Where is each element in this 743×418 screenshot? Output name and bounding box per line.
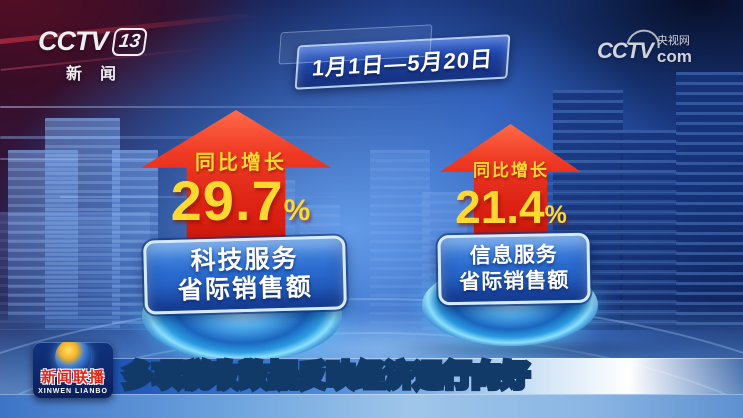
channel-number-badge: 13 xyxy=(110,27,148,56)
growth-label: 同比增长 xyxy=(473,161,549,180)
building xyxy=(676,72,743,330)
lower-third-base-strip xyxy=(0,394,743,418)
headline-text: 多项税收数据反映经济运行向好 xyxy=(124,358,530,394)
growth-value-unit: % xyxy=(283,194,312,227)
stat-group-tech-services: 同比增长 29.7% 科技服务 省际销售额 xyxy=(138,110,347,362)
program-title: 新闻联播 xyxy=(40,369,105,386)
category-line: 信息服务 xyxy=(469,242,558,268)
category-box: 信息服务 省际销售额 xyxy=(437,232,591,306)
category-line: 省际销售额 xyxy=(459,269,570,294)
category-line: 科技服务 xyxy=(190,244,299,275)
watermark-site-name: 央视网 xyxy=(656,35,690,47)
headline-banner: 多项税收数据反映经济运行向好 xyxy=(108,358,743,394)
growth-value-unit: % xyxy=(544,201,567,229)
date-range-badge: 1月1日—5月20日 xyxy=(294,34,511,90)
building xyxy=(620,130,678,330)
globe-icon xyxy=(55,342,91,375)
program-subtitle: XINWEN LIANBO xyxy=(38,388,108,395)
growth-value: 21.4% xyxy=(436,180,586,234)
growth-value-number: 21.4 xyxy=(455,181,545,233)
platform-shadow xyxy=(380,341,690,357)
growth-value-number: 29.7 xyxy=(170,169,284,232)
streak xyxy=(0,136,380,139)
watermark-brand: CCTV xyxy=(597,22,666,69)
category-box: 科技服务 省际销售额 xyxy=(143,235,347,315)
streak xyxy=(0,106,430,108)
channel-name: 新闻 xyxy=(66,66,135,83)
site-watermark: CCTV 央视网 com xyxy=(597,22,692,69)
program-badge: 新闻联播 XINWEN LIANBO xyxy=(33,342,113,398)
floor-arc xyxy=(0,298,743,418)
category-line: 省际销售额 xyxy=(177,273,314,305)
stat-group-info-services: 同比增长 21.4% 信息服务 省际销售额 xyxy=(422,124,598,356)
growth-value: 29.7% xyxy=(138,168,344,233)
growth-label: 同比增长 xyxy=(195,152,287,174)
building xyxy=(45,118,120,330)
date-range-label: 1月1日—5月20日 xyxy=(311,46,494,81)
watermark-domain: com xyxy=(656,46,692,66)
channel-logo: CCTV 13 新闻 xyxy=(38,26,148,84)
channel-logo-brand: CCTV xyxy=(38,26,108,56)
